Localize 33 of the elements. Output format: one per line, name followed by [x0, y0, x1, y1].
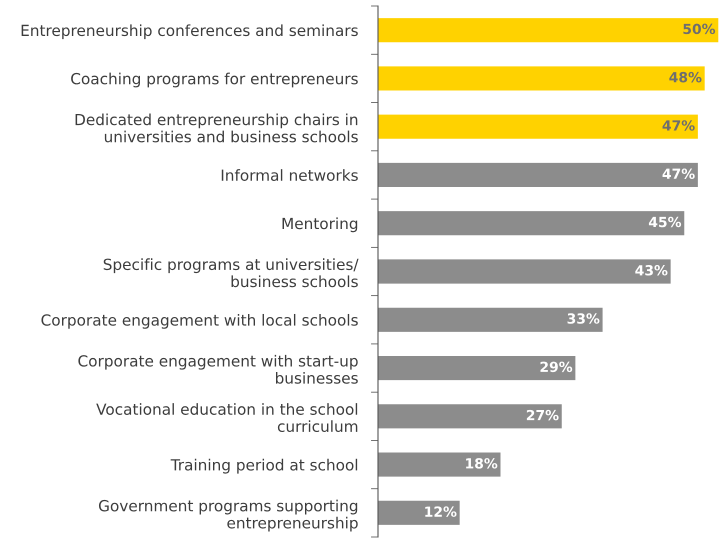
y-tick-label: Vocational education in the school curriculum	[96, 403, 358, 432]
bar	[378, 162, 698, 188]
data-label: 12%	[425, 506, 457, 517]
bar	[378, 18, 718, 42]
y-tick-label: Mentoring	[282, 217, 358, 232]
bar	[378, 500, 460, 525]
data-label: 18%	[466, 458, 498, 469]
bar	[378, 259, 671, 284]
data-label: 45%	[648, 216, 682, 228]
y-tick-label: Specific programs at universities/ business schools	[104, 258, 359, 288]
data-label: 48%	[669, 72, 702, 82]
data-label: 47%	[662, 168, 695, 179]
data-label: 43%	[635, 265, 668, 276]
y-tick-label: Informal networks	[222, 169, 358, 181]
data-label: 33%	[568, 313, 600, 324]
bar	[378, 308, 603, 332]
bar	[378, 356, 576, 380]
data-label: 27%	[526, 410, 559, 420]
bar	[378, 66, 705, 90]
bar	[378, 114, 698, 139]
y-tick-label: Coaching programs for entrepreneurs	[71, 72, 358, 88]
data-label: 47%	[662, 120, 695, 131]
y-tick-label: Dedicated entrepreneurship chairs in universities and business schools	[76, 113, 358, 142]
data-label: 50%	[683, 24, 716, 34]
y-tick-label: Entrepreneurship conferences and seminars	[22, 24, 358, 40]
bar	[378, 404, 562, 428]
y-tick-label: Corporate engagement with local schools	[41, 314, 358, 329]
y-tick-label: Government programs supporting entrepreneurship	[98, 500, 358, 532]
y-tick-label: Corporate engagement with start-up businesses	[78, 354, 358, 384]
y-tick-label: Training period at school	[170, 458, 358, 474]
bar	[378, 211, 684, 236]
bar	[378, 452, 501, 477]
data-label: 29%	[540, 362, 572, 372]
